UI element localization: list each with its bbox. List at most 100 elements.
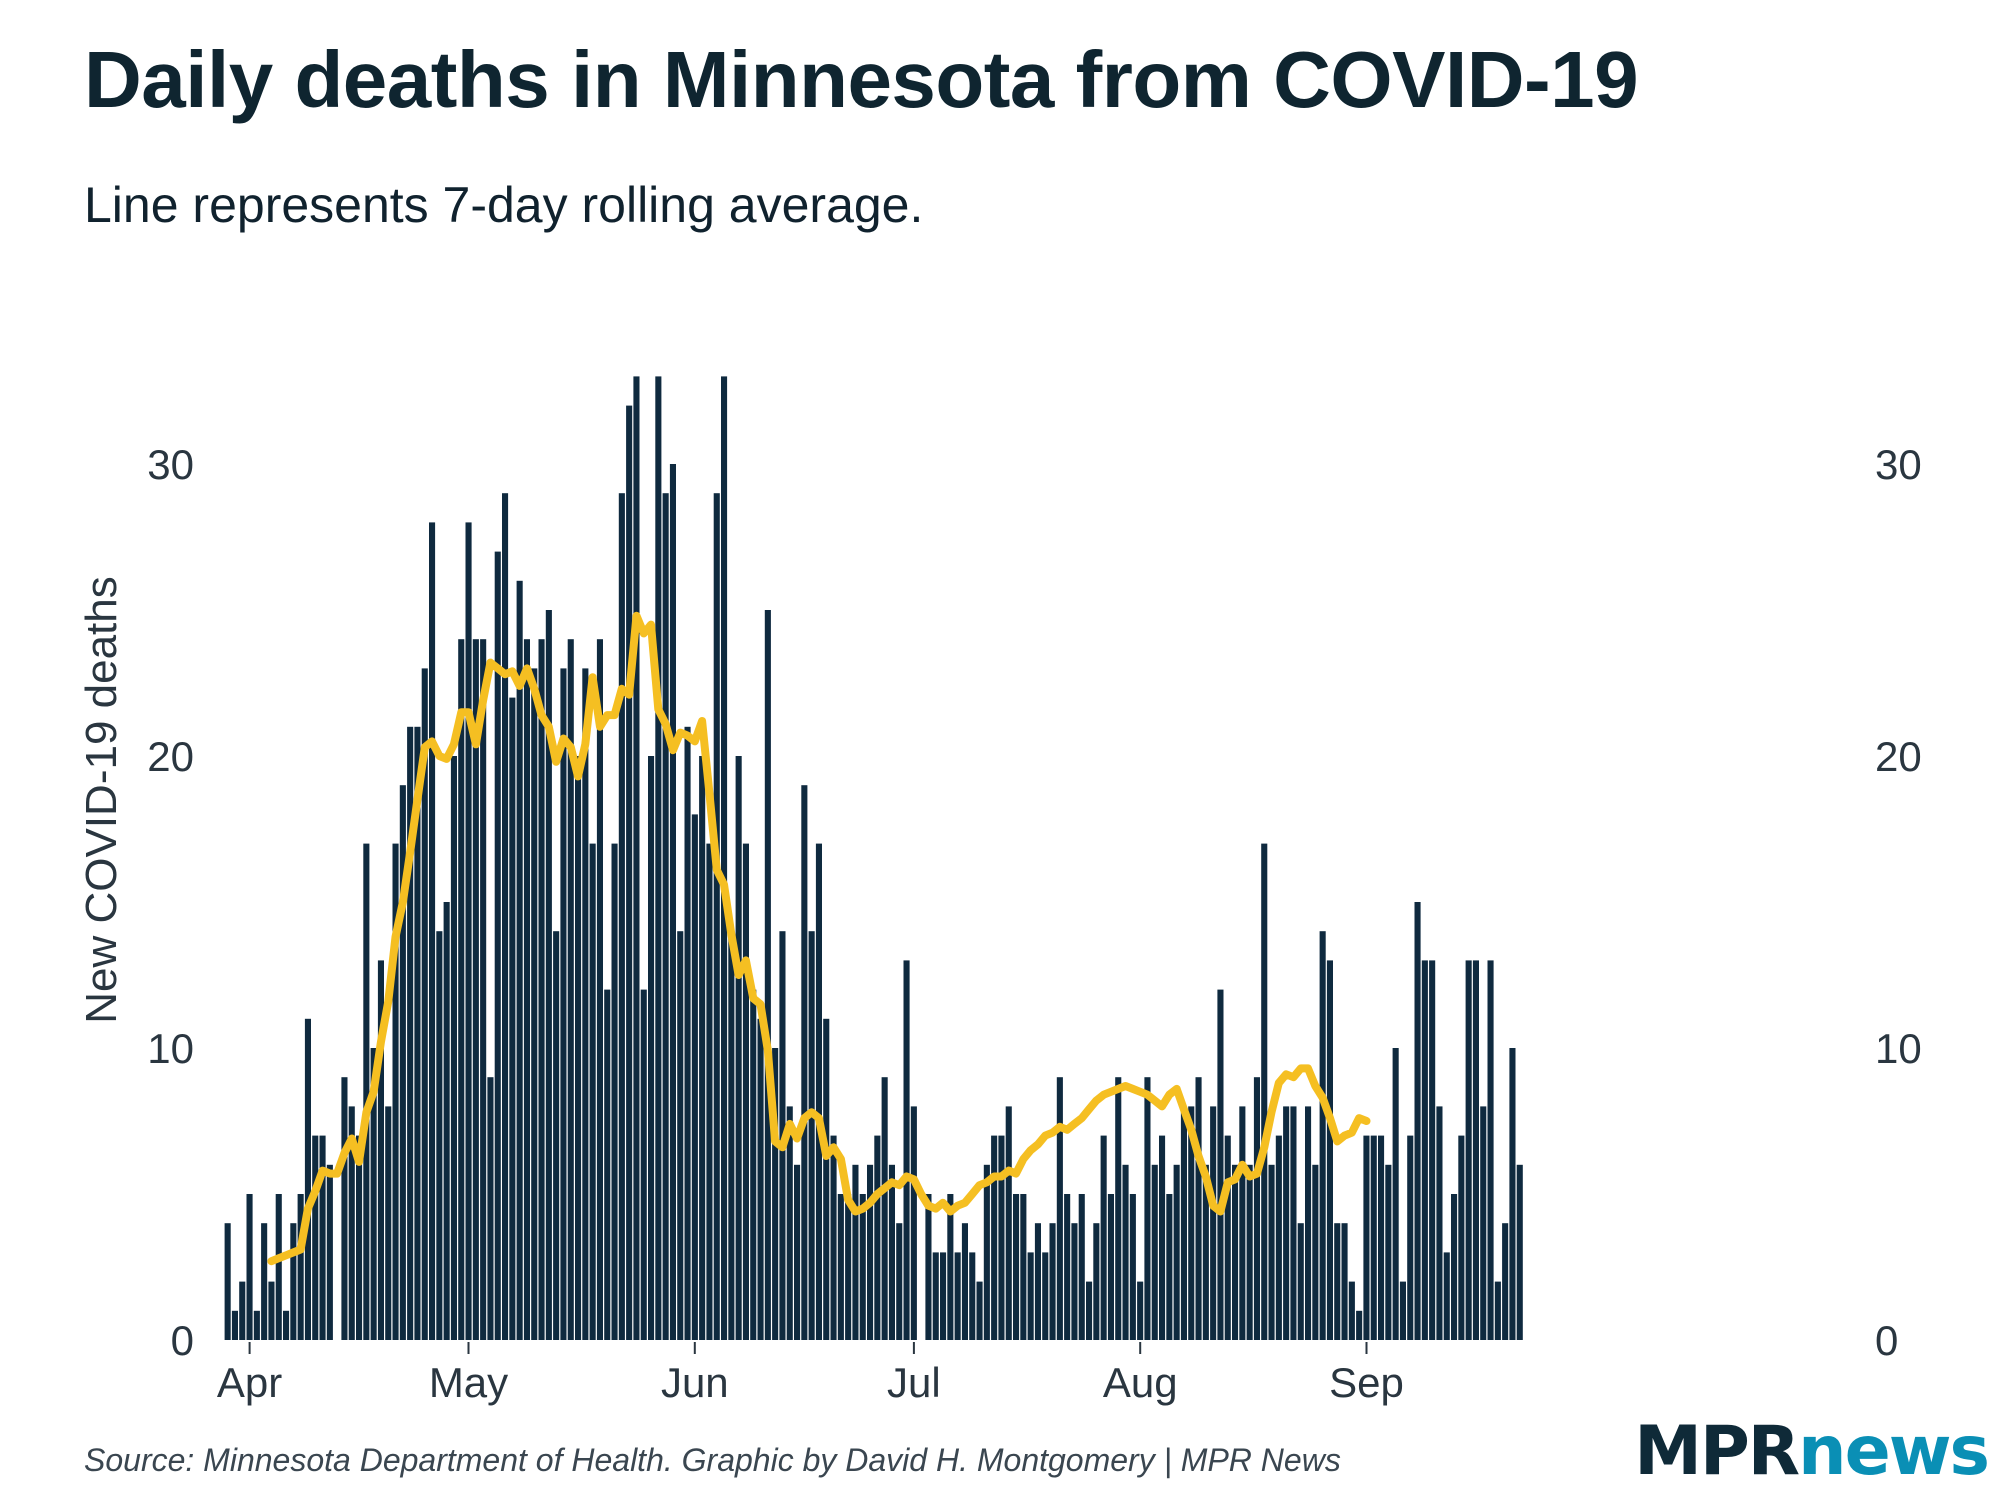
x-tick-label: Aug (1103, 1359, 1178, 1406)
daily-death-bar (691, 814, 698, 1340)
daily-death-bar (1370, 1135, 1377, 1340)
daily-death-bar (648, 756, 655, 1340)
daily-death-bar (1020, 1194, 1027, 1340)
x-tick-label: Jun (661, 1359, 729, 1406)
y-ticks-right: 0 10 20 30 (1875, 441, 1922, 1364)
daily-death-bar (1246, 1164, 1253, 1340)
daily-death-bar (363, 843, 370, 1340)
daily-death-bar (1494, 1281, 1501, 1340)
y-tick-label-right: 30 (1875, 441, 1922, 488)
daily-death-bar (370, 1048, 377, 1340)
daily-death-bar (1100, 1135, 1107, 1340)
daily-death-bar (867, 1164, 874, 1340)
daily-death-bar (553, 931, 560, 1340)
y-tick-label-left: 20 (147, 733, 194, 780)
daily-death-bar (1202, 1164, 1209, 1340)
daily-death-bar (1188, 1106, 1195, 1340)
daily-death-bar (684, 726, 691, 1340)
daily-death-bar (545, 610, 552, 1340)
daily-death-bar (304, 1018, 311, 1340)
daily-death-bar (947, 1194, 954, 1340)
daily-death-bar (385, 1106, 392, 1340)
daily-death-bar (436, 931, 443, 1340)
daily-death-bar (640, 989, 647, 1340)
daily-death-bar (1173, 1164, 1180, 1340)
daily-death-bar (1122, 1164, 1129, 1340)
daily-death-bar (742, 843, 749, 1340)
daily-death-bar (728, 931, 735, 1340)
daily-death-bar (1217, 989, 1224, 1340)
daily-death-bar (808, 931, 815, 1340)
daily-death-bar (275, 1194, 282, 1340)
daily-death-bar (1268, 1164, 1275, 1340)
daily-death-bar (699, 756, 706, 1340)
daily-death-bar (815, 843, 822, 1340)
y-tick-label-right: 20 (1875, 733, 1922, 780)
daily-death-bar (261, 1223, 268, 1340)
daily-death-bar (224, 1223, 231, 1340)
daily-death-bar (523, 639, 530, 1340)
daily-death-bar (998, 1135, 1005, 1340)
daily-death-bar (1151, 1164, 1158, 1340)
daily-death-bar (852, 1164, 859, 1340)
daily-death-bar (1472, 960, 1479, 1340)
daily-death-bar (1005, 1106, 1012, 1340)
daily-death-bar (1312, 1164, 1319, 1340)
daily-death-bar (283, 1310, 290, 1340)
daily-death-bar (1421, 960, 1428, 1340)
daily-death-bar (1297, 1223, 1304, 1340)
rolling-average-line (267, 611, 1371, 1266)
daily-death-bar (764, 610, 771, 1340)
daily-death-bar (1253, 1077, 1260, 1340)
daily-death-bar (443, 902, 450, 1340)
daily-death-bar (356, 1135, 363, 1340)
daily-death-bar (589, 843, 596, 1340)
daily-death-bar (414, 726, 421, 1340)
daily-death-bar (1027, 1252, 1034, 1340)
y-tick-label-right: 10 (1875, 1025, 1922, 1072)
daily-death-bar (297, 1194, 304, 1340)
x-tick-label: May (429, 1359, 508, 1406)
y-tick-label-left: 10 (147, 1025, 194, 1072)
daily-death-bar (1290, 1106, 1297, 1340)
x-tick-label: Sep (1329, 1359, 1404, 1406)
daily-death-bar (1407, 1135, 1414, 1340)
daily-death-bar (1166, 1194, 1173, 1340)
daily-death-bar (326, 1164, 333, 1340)
daily-death-bar (246, 1194, 253, 1340)
daily-death-bar (859, 1194, 866, 1340)
daily-death-bar (1458, 1135, 1465, 1340)
y-ticks-left: 0 10 20 30 (147, 441, 194, 1364)
daily-death-bar (1275, 1135, 1282, 1340)
daily-death-bar (896, 1223, 903, 1340)
daily-death-bar (954, 1252, 961, 1340)
daily-death-bar (1443, 1252, 1450, 1340)
daily-death-bar (1071, 1223, 1078, 1340)
daily-death-bar (969, 1252, 976, 1340)
daily-death-bar (1195, 1077, 1202, 1340)
daily-death-bar (582, 668, 589, 1340)
daily-death-bar (290, 1223, 297, 1340)
daily-death-bar (1078, 1194, 1085, 1340)
daily-death-bar (874, 1135, 881, 1340)
daily-death-bar (1224, 1135, 1231, 1340)
logo-news: news (1798, 1412, 1990, 1491)
daily-death-bar (976, 1281, 983, 1340)
daily-death-bar (1042, 1252, 1049, 1340)
daily-death-bar (538, 639, 545, 1340)
daily-death-bar (1056, 1077, 1063, 1340)
daily-death-bar (910, 1106, 917, 1340)
daily-death-bar (596, 639, 603, 1340)
daily-death-bar (1334, 1223, 1341, 1340)
daily-death-bar (341, 1077, 348, 1340)
daily-death-bar (319, 1135, 326, 1340)
daily-death-bar (1465, 960, 1472, 1340)
daily-death-bar (567, 639, 574, 1340)
logo-mpr: MPR (1634, 1412, 1800, 1491)
y-tick-label-left: 0 (171, 1317, 194, 1364)
daily-death-bar (531, 668, 538, 1340)
daily-death-bar (480, 639, 487, 1340)
bars-group (224, 376, 1523, 1341)
daily-death-bar (677, 931, 684, 1340)
